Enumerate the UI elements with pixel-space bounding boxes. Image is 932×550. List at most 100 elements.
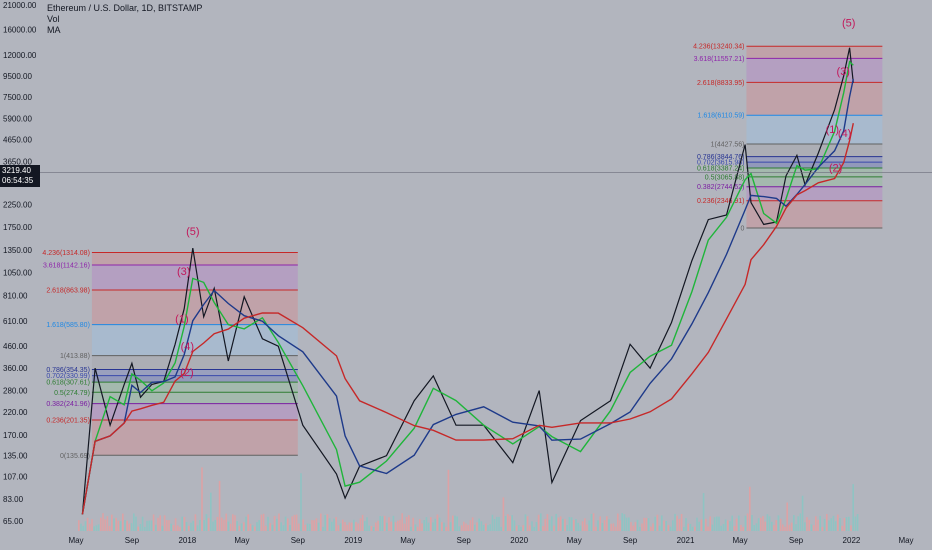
- fib-zone: [746, 156, 883, 163]
- fib-level-label: 1(413.88): [60, 353, 90, 360]
- volume-bar: [619, 520, 621, 531]
- fib-level-label: 4.236(13240.34): [693, 44, 744, 51]
- x-tick-label: Sep: [623, 536, 638, 545]
- volume-bar: [797, 516, 799, 531]
- volume-bar: [427, 522, 430, 531]
- volume-bar: [683, 526, 685, 531]
- volume-bar: [856, 514, 859, 531]
- volume-bar: [529, 525, 531, 531]
- volume-bar: [137, 526, 139, 531]
- fib-extension-2018: 4.236(1314.08) 3.618(1142.16) 2.618(863.98…: [42, 250, 298, 460]
- volume-bar: [97, 524, 100, 531]
- volume-bar: [317, 522, 320, 531]
- volume-bar: [812, 525, 815, 531]
- volume-bar: [328, 518, 331, 531]
- fib-level-label: 0.5(274.79): [54, 390, 90, 397]
- volume-bar: [716, 516, 718, 531]
- volume-bar: [412, 517, 414, 531]
- volume-bar: [225, 513, 227, 531]
- volume-bar: [229, 523, 232, 531]
- volume-bar: [614, 526, 617, 531]
- fib-level-label: 0.382(2744.52): [697, 184, 744, 191]
- fib-level-label: 0.236(2346.91): [697, 198, 744, 205]
- y-tick-label: 170.00: [3, 431, 28, 440]
- volume-bar: [377, 520, 379, 531]
- fib-zone: [91, 289, 298, 325]
- y-tick-label: 220.00: [3, 408, 28, 417]
- x-tick-label: Sep: [457, 536, 472, 545]
- volume-bar: [194, 514, 197, 531]
- volume-bar: [597, 520, 599, 531]
- volume-bar: [146, 520, 148, 531]
- volume-bar: [672, 520, 674, 531]
- y-tick-label: 65.00: [3, 517, 24, 526]
- volume-bar: [460, 525, 463, 531]
- volume-bar: [179, 526, 181, 531]
- volume-bar: [401, 513, 403, 531]
- volume-bar: [524, 514, 527, 531]
- volume-bar: [104, 519, 106, 531]
- ma-short-line: [81, 60, 854, 515]
- volume-bar: [711, 524, 714, 531]
- volume-bar: [443, 522, 445, 531]
- volume-bar: [357, 523, 359, 531]
- volume-bar: [102, 513, 104, 531]
- volume-bar: [533, 526, 535, 531]
- volume-bar: [80, 523, 82, 531]
- y-tick-label: 83.00: [3, 495, 24, 504]
- volume-bar: [608, 519, 610, 531]
- fib-zone: [746, 144, 883, 157]
- y-tick-label: 1050.00: [3, 269, 32, 278]
- volume-bar: [718, 516, 720, 531]
- volume-bar: [232, 514, 234, 531]
- fib-level-label: 1(4427.56): [711, 142, 745, 149]
- fib-level-label: 0.786(354.35): [46, 367, 90, 374]
- volume-bar: [218, 480, 221, 531]
- volume-bar: [177, 525, 179, 531]
- volume-bar: [438, 517, 441, 531]
- x-tick-label: May: [400, 536, 415, 545]
- volume-bar: [223, 519, 225, 531]
- volume-bar: [465, 523, 467, 531]
- volume-bar: [478, 518, 480, 531]
- volume-bar: [777, 515, 780, 531]
- volume-bar: [834, 521, 837, 531]
- volume-bar: [372, 526, 375, 531]
- volume-bar: [801, 495, 804, 531]
- volume-bar: [152, 514, 155, 531]
- y-tick-label: 3650.00: [3, 157, 32, 166]
- volume-bar: [302, 519, 304, 531]
- volume-bar: [320, 513, 322, 531]
- volume-bar: [122, 513, 124, 531]
- volume-bar: [531, 521, 533, 531]
- volume-bar: [696, 517, 698, 531]
- volume-bar: [309, 523, 311, 531]
- volume-bar: [496, 516, 498, 531]
- volume-bar: [845, 516, 848, 531]
- volume-bar: [590, 513, 593, 531]
- volume-indicator-label[interactable]: Vol: [47, 14, 60, 24]
- wave-label-2022: (5): [842, 18, 855, 30]
- volume-bar: [287, 518, 289, 531]
- volume-bar: [724, 519, 727, 531]
- y-tick-label: 810.00: [3, 292, 28, 301]
- volume-bar: [335, 517, 337, 531]
- volume-bar: [267, 516, 269, 531]
- volume-bar: [645, 517, 648, 531]
- volume-bar: [436, 514, 439, 531]
- volume-bar: [720, 525, 722, 531]
- volume-bar: [249, 523, 252, 531]
- volume-bar: [265, 525, 267, 531]
- volume-bar: [667, 525, 670, 531]
- fib-level-label: 0.618(3387.24): [697, 165, 744, 172]
- moving-average-label[interactable]: MA: [47, 25, 61, 35]
- volume-bar: [256, 522, 258, 531]
- volume-bar: [511, 515, 513, 531]
- volume-bar: [172, 525, 175, 531]
- volume-bar: [84, 521, 87, 531]
- volume-bar: [553, 525, 555, 531]
- volume-bar: [117, 520, 120, 531]
- y-tick-label: 360.00: [3, 364, 28, 373]
- volume-bar: [238, 525, 241, 531]
